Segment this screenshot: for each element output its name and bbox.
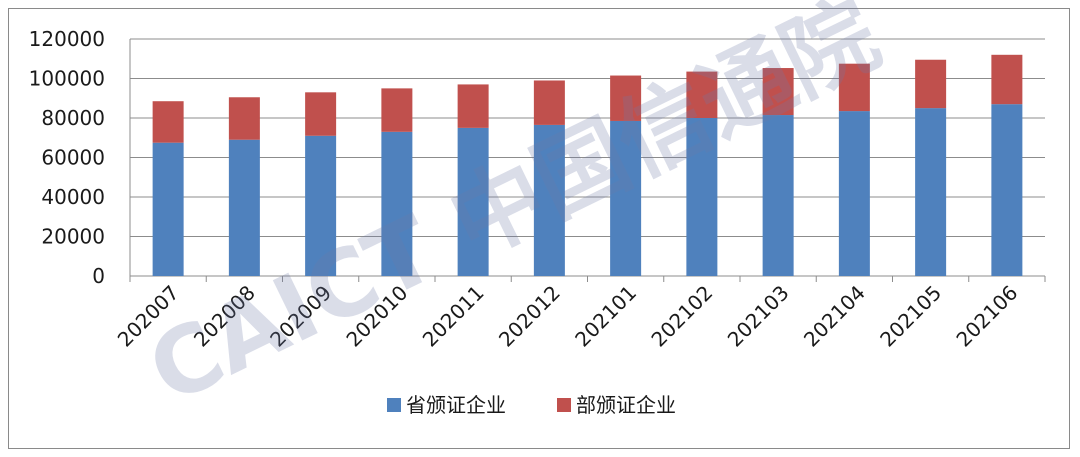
x-tick-label: 202105	[875, 281, 946, 352]
legend: 省颁证企业 部颁证企业	[387, 393, 676, 417]
x-tick-label: 202012	[494, 281, 565, 352]
bar-ministry	[533, 80, 565, 125]
bar-ministry	[686, 71, 718, 118]
bar-ministry	[610, 75, 642, 121]
bar-provincial	[533, 124, 565, 276]
bars	[152, 54, 1023, 277]
bar-provincial	[381, 131, 413, 276]
y-tick-label: 100000	[29, 67, 105, 91]
y-tick-label: 120000	[29, 27, 105, 51]
x-tick-label: 202104	[799, 281, 870, 352]
bar-ministry	[915, 59, 947, 109]
bar-provincial	[305, 135, 337, 276]
bar-ministry	[228, 97, 260, 140]
bar-ministry	[305, 92, 337, 136]
bar-provincial	[686, 118, 718, 276]
bar-provincial	[991, 104, 1023, 276]
y-tick-label: 20000	[41, 225, 105, 249]
bar-provincial	[457, 127, 489, 276]
y-tick-label: 40000	[41, 185, 105, 209]
bar-ministry	[991, 54, 1023, 105]
bar-ministry	[457, 84, 489, 128]
bar-ministry	[762, 68, 794, 116]
x-tick-label: 202101	[570, 281, 641, 352]
bar-ministry	[152, 101, 184, 143]
legend-swatch-provincial	[387, 398, 401, 412]
bar-ministry	[838, 63, 870, 112]
legend-label-ministry: 部颁证企业	[576, 393, 676, 417]
x-tick-label: 202106	[951, 281, 1022, 352]
bar-provincial	[228, 139, 260, 276]
bar-provincial	[152, 142, 184, 276]
y-tick-label: 60000	[41, 146, 105, 170]
y-tick-labels: 0 20000 40000 60000 80000 100000 120000	[29, 27, 105, 288]
y-tick-label: 0	[92, 264, 105, 288]
bar-provincial	[762, 115, 794, 276]
bar-provincial	[610, 120, 642, 277]
x-tick-label: 202103	[723, 281, 794, 352]
x-tick-label: 202102	[646, 281, 717, 352]
bar-ministry	[381, 88, 413, 132]
legend-label-provincial: 省颁证企业	[406, 393, 506, 417]
y-tick-label: 80000	[41, 106, 105, 130]
legend-swatch-ministry	[557, 398, 571, 412]
bar-provincial	[915, 108, 947, 276]
axes	[129, 39, 1046, 282]
bar-provincial	[838, 111, 870, 277]
